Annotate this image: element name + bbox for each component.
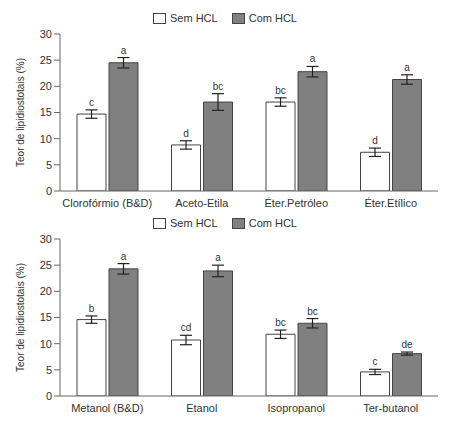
svg-text:0: 0 bbox=[46, 390, 52, 402]
html-text:Sem HCL: Sem HCL bbox=[170, 217, 218, 229]
svg-text:d: d bbox=[183, 128, 189, 139]
svg-text:30: 30 bbox=[40, 28, 52, 40]
svg-text:a: a bbox=[310, 53, 316, 64]
svg-text:25: 25 bbox=[40, 54, 52, 66]
svg-text:c: c bbox=[89, 97, 94, 108]
svg-text:15: 15 bbox=[40, 311, 52, 323]
svg-text:10: 10 bbox=[40, 133, 52, 145]
svg-text:Metanol (B&D): Metanol (B&D) bbox=[71, 402, 143, 414]
svg-text:bc: bc bbox=[307, 306, 318, 317]
svg-text:d: d bbox=[372, 135, 378, 146]
svg-text:bc: bc bbox=[275, 85, 286, 96]
svg-text:5: 5 bbox=[46, 364, 52, 376]
svg-text:Éter.Petróleo: Éter.Petróleo bbox=[264, 197, 328, 209]
svg-text:10: 10 bbox=[40, 338, 52, 350]
svg-text:5: 5 bbox=[46, 159, 52, 171]
svg-text:Éter.Etílico: Éter.Etílico bbox=[364, 197, 417, 209]
svg-text:a: a bbox=[404, 62, 410, 73]
svg-text:bc: bc bbox=[275, 317, 286, 328]
svg-text:Teor de lipidiostotais (%): Teor de lipidiostotais (%) bbox=[15, 263, 26, 372]
svg-text:a: a bbox=[215, 252, 221, 263]
svg-text:Ter-butanol: Ter-butanol bbox=[363, 402, 418, 414]
svg-text:Teor de lipidiostotais (%): Teor de lipidiostotais (%) bbox=[15, 58, 26, 167]
html-text:Sem HCL: Sem HCL bbox=[170, 12, 218, 24]
svg-text:Clorofórmio (B&D): Clorofórmio (B&D) bbox=[62, 197, 152, 209]
svg-text:20: 20 bbox=[40, 285, 52, 297]
svg-text:c: c bbox=[373, 356, 378, 367]
svg-text:30: 30 bbox=[40, 233, 52, 245]
svg-text:0: 0 bbox=[46, 185, 52, 197]
svg-text:a: a bbox=[121, 45, 127, 56]
html-text:Com HCL: Com HCL bbox=[248, 12, 297, 24]
svg-text:Etanol: Etanol bbox=[186, 402, 217, 414]
html-text:Com HCL: Com HCL bbox=[248, 217, 297, 229]
svg-text:20: 20 bbox=[40, 80, 52, 92]
svg-text:Aceto-Etila: Aceto-Etila bbox=[175, 197, 229, 209]
svg-text:cd: cd bbox=[181, 322, 192, 333]
svg-text:Isopropanol: Isopropanol bbox=[268, 402, 326, 414]
svg-text:a: a bbox=[121, 251, 127, 262]
svg-text:de: de bbox=[401, 339, 413, 350]
svg-text:bc: bc bbox=[213, 81, 224, 92]
svg-text:25: 25 bbox=[40, 259, 52, 271]
svg-text:b: b bbox=[89, 303, 95, 314]
svg-text:15: 15 bbox=[40, 106, 52, 118]
